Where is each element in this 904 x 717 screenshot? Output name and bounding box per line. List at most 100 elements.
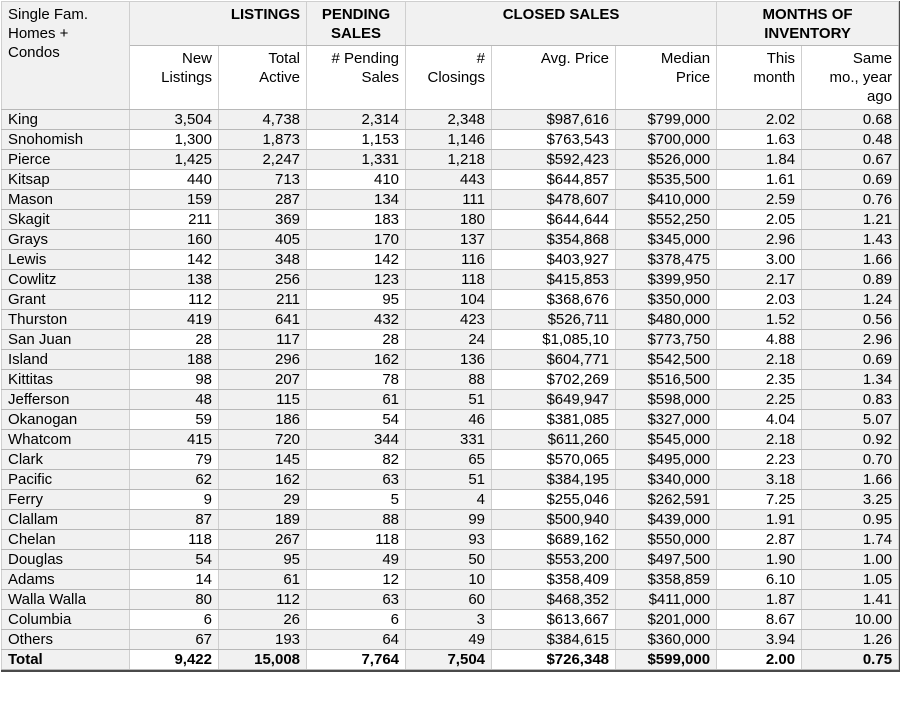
county-cell: Okanogan <box>1 409 130 430</box>
report-frame: Single Fam. Homes + Condos LISTINGS PEND… <box>1 1 900 672</box>
county-cell: Grant <box>1 289 130 310</box>
value-cell: $497,500 <box>615 549 718 570</box>
value-cell: $535,500 <box>615 169 718 190</box>
value-cell: 61 <box>217 569 308 590</box>
table-row: Lewis 142 348 142 116 $403,927 $378,475 3.00 1.6… <box>1 249 900 270</box>
value-cell: $360,000 <box>615 629 718 650</box>
table-row: Grant 112 211 95 104 $368,676 $350,000 2.03 1.24 <box>1 289 900 310</box>
county-cell: King <box>1 109 130 130</box>
value-cell: $201,000 <box>615 609 718 630</box>
value-cell: 1,153 <box>306 129 407 150</box>
value-cell: 2.18 <box>716 349 803 370</box>
value-cell: $689,162 <box>491 529 617 550</box>
value-cell: 49 <box>306 549 407 570</box>
value-cell: 170 <box>306 229 407 250</box>
value-cell: $384,195 <box>491 469 617 490</box>
table-row: Grays 160 405 170 137 $354,868 $345,000 2.96 1.4… <box>1 229 900 250</box>
value-cell: 29 <box>217 489 308 510</box>
table-row: San Juan 28 117 28 24 $1,085,10 $773,750 4.88 2.… <box>1 329 900 350</box>
value-cell: 415 <box>129 429 219 450</box>
value-cell: $480,000 <box>615 309 718 330</box>
value-cell: 4.88 <box>716 329 803 350</box>
value-cell: 88 <box>405 369 493 390</box>
value-cell: $644,644 <box>491 209 617 230</box>
table-row: Snohomish 1,300 1,873 1,153 1,146 $763,543 $70… <box>1 129 900 150</box>
value-cell: 0.67 <box>801 149 900 170</box>
value-cell: $378,475 <box>615 249 718 270</box>
table-row: Walla Walla 80 112 63 60 $468,352 $411,000 1.87… <box>1 589 900 610</box>
col-header-avg-price: Avg. Price <box>491 45 617 110</box>
value-cell: 1,331 <box>306 149 407 170</box>
value-cell: $262,591 <box>615 489 718 510</box>
value-cell: 65 <box>405 449 493 470</box>
table-row: Okanogan 59 186 54 46 $381,085 $327,000 4.04 5.0… <box>1 409 900 430</box>
value-cell: 2,314 <box>306 109 407 130</box>
value-cell: 5.07 <box>801 409 900 430</box>
value-cell: 0.69 <box>801 349 900 370</box>
value-cell: 24 <box>405 329 493 350</box>
value-cell: 1.52 <box>716 309 803 330</box>
county-cell: Snohomish <box>1 129 130 150</box>
value-cell: 0.92 <box>801 429 900 450</box>
value-cell: 189 <box>217 509 308 530</box>
county-cell: Kitsap <box>1 169 130 190</box>
table-row: Pacific 62 162 63 51 $384,195 $340,000 3.18 1.66 <box>1 469 900 490</box>
value-cell: 1.66 <box>801 249 900 270</box>
value-cell: 142 <box>306 249 407 270</box>
table-row: Douglas 54 95 49 50 $553,200 $497,500 1.90 1.00 <box>1 549 900 570</box>
value-cell: 62 <box>129 469 219 490</box>
value-cell: 51 <box>405 469 493 490</box>
value-cell: 186 <box>217 409 308 430</box>
county-cell: Total <box>1 649 130 670</box>
value-cell: $415,853 <box>491 269 617 290</box>
table-row: Jefferson 48 115 61 51 $649,947 $598,000 2.25 0.… <box>1 389 900 410</box>
value-cell: 116 <box>405 249 493 270</box>
value-cell: 112 <box>217 589 308 610</box>
county-cell: Columbia <box>1 609 130 630</box>
county-cell: San Juan <box>1 329 130 350</box>
col-header-total-active: Total Active <box>217 45 308 110</box>
value-cell: $526,000 <box>615 149 718 170</box>
value-cell: 2.05 <box>716 209 803 230</box>
value-cell: 183 <box>306 209 407 230</box>
table-row: Columbia 6 26 6 3 $613,667 $201,000 8.67 10.00 <box>1 609 900 630</box>
table-row: Ferry 9 29 5 4 $255,046 $262,591 7.25 3.25 <box>1 489 900 510</box>
value-cell: 59 <box>129 409 219 430</box>
value-cell: 50 <box>405 549 493 570</box>
group-header-closed-sales: CLOSED SALES <box>405 1 718 46</box>
value-cell: 1.87 <box>716 589 803 610</box>
county-cell: Others <box>1 629 130 650</box>
value-cell: 82 <box>306 449 407 470</box>
value-cell: 2.00 <box>716 649 803 670</box>
value-cell: 7,504 <box>405 649 493 670</box>
value-cell: 188 <box>129 349 219 370</box>
county-cell: Jefferson <box>1 389 130 410</box>
table-row: Pierce 1,425 2,247 1,331 1,218 $592,423 $526,0… <box>1 149 900 170</box>
value-cell: 440 <box>129 169 219 190</box>
value-cell: 4 <box>405 489 493 510</box>
value-cell: $604,771 <box>491 349 617 370</box>
value-cell: $613,667 <box>491 609 617 630</box>
value-cell: 63 <box>306 469 407 490</box>
value-cell: $644,857 <box>491 169 617 190</box>
value-cell: 112 <box>129 289 219 310</box>
county-cell: Walla Walla <box>1 589 130 610</box>
value-cell: 64 <box>306 629 407 650</box>
value-cell: $592,423 <box>491 149 617 170</box>
value-cell: $500,940 <box>491 509 617 530</box>
value-cell: 2.96 <box>716 229 803 250</box>
value-cell: 344 <box>306 429 407 450</box>
value-cell: 1.63 <box>716 129 803 150</box>
value-cell: 6 <box>306 609 407 630</box>
value-cell: 123 <box>306 269 407 290</box>
value-cell: 10.00 <box>801 609 900 630</box>
group-header-row: Single Fam. Homes + Condos LISTINGS PEND… <box>1 1 900 110</box>
value-cell: 1.24 <box>801 289 900 310</box>
value-cell: 6 <box>129 609 219 630</box>
value-cell: $411,000 <box>615 589 718 610</box>
value-cell: 1.66 <box>801 469 900 490</box>
value-cell: 1.41 <box>801 589 900 610</box>
value-cell: $368,676 <box>491 289 617 310</box>
value-cell: 369 <box>217 209 308 230</box>
value-cell: 3.18 <box>716 469 803 490</box>
